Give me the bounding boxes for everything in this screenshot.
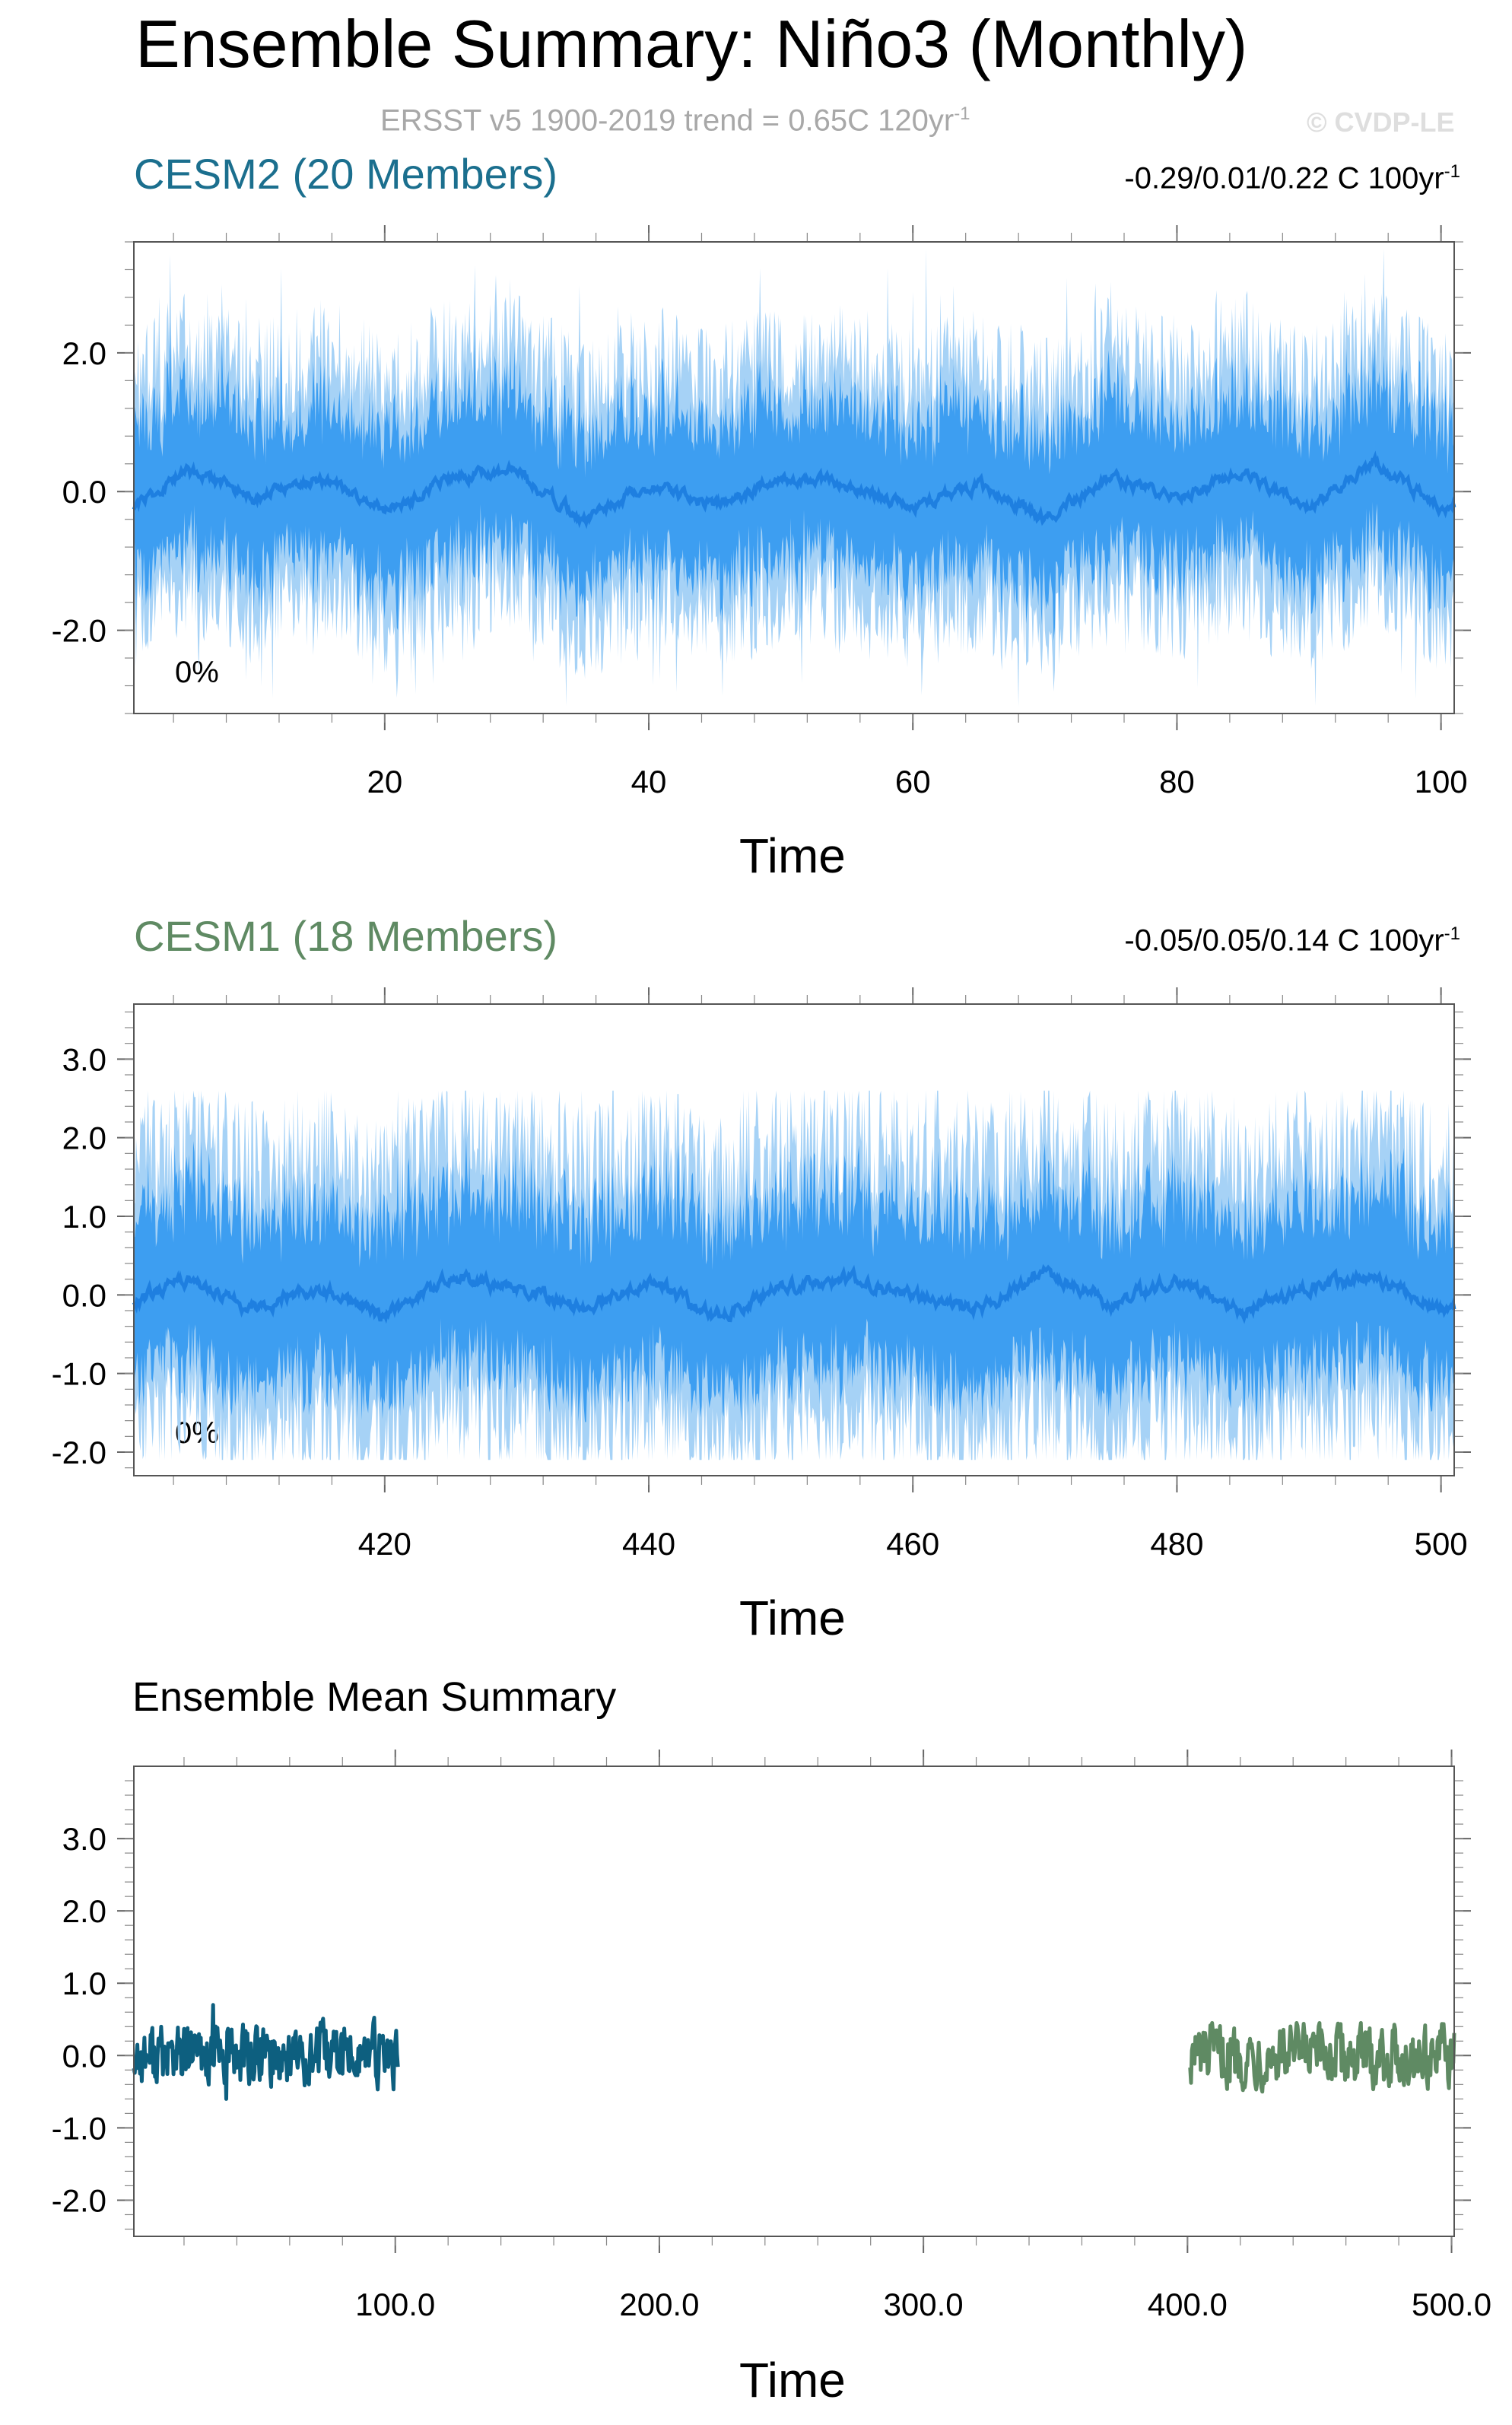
plot-frame	[133, 1766, 1455, 2237]
ytick-label: 1.0	[62, 1966, 106, 2001]
panel2-trend-text: -0.05/0.05/0.14 C 100yr	[1124, 923, 1444, 958]
ytick-label: 0.0	[62, 474, 106, 510]
panel1-xlabel: Time	[739, 828, 846, 883]
plot-frame	[133, 1003, 1455, 1476]
ytick-label: 1.0	[62, 1199, 106, 1235]
subtitle-superscript: -1	[954, 103, 970, 124]
panel1-trend-text: -0.29/0.01/0.22 C 100yr	[1124, 161, 1444, 195]
xtick-label: 40	[631, 764, 667, 799]
xtick-label: 460	[886, 1526, 939, 1562]
panel1-percent: 0%	[175, 656, 219, 689]
ytick-label: -1.0	[52, 1356, 106, 1392]
ensemble-iqr-band	[134, 1136, 1454, 1422]
ytick-label: -2.0	[52, 1435, 106, 1470]
plot-frame	[133, 241, 1455, 714]
xtick-label: 500	[1415, 1526, 1468, 1562]
xtick-label: 80	[1159, 764, 1195, 799]
xtick-label: 500.0	[1412, 2287, 1491, 2322]
xtick-label: 100.0	[355, 2287, 435, 2322]
ytick-label: 2.0	[62, 1893, 106, 1929]
ytick-label: -2.0	[52, 2182, 106, 2218]
xtick-label: 300.0	[884, 2287, 964, 2322]
panel1-trend-sup: -1	[1444, 161, 1460, 182]
xtick-label: 440	[622, 1526, 675, 1562]
ytick-label: 3.0	[62, 1041, 106, 1077]
panel2-title: CESM1 (18 Members)	[134, 912, 558, 960]
ytick-label: 0.0	[62, 2038, 106, 2074]
ytick-label: 0.0	[62, 1277, 106, 1313]
watermark: © CVDP-LE	[1307, 106, 1455, 138]
xtick-label: 100	[1415, 764, 1468, 799]
panel1-title: CESM2 (20 Members)	[134, 150, 558, 198]
panel2-xlabel: Time	[739, 1591, 846, 1645]
ensemble-mean-line	[132, 1263, 1456, 1324]
page-title: Ensemble Summary: Niño3 (Monthly)	[135, 6, 1248, 81]
ytick-label: 3.0	[62, 1821, 106, 1857]
ensemble-mean-line	[132, 450, 1456, 529]
xtick-label: 60	[895, 764, 931, 799]
xtick-label: 200.0	[619, 2287, 699, 2322]
cesm2-mean-line	[132, 2003, 400, 2101]
ytick-label: 2.0	[62, 1120, 106, 1156]
xtick-label: 400.0	[1148, 2287, 1228, 2322]
xtick-label: 480	[1150, 1526, 1203, 1562]
panel2-trend: -0.05/0.05/0.14 C 100yr-1	[1124, 923, 1460, 958]
xtick-label: 420	[358, 1526, 411, 1562]
xtick-label: 20	[367, 764, 402, 799]
page-subtitle: ERSST v5 1900-2019 trend = 0.65C 120yr-1	[380, 103, 970, 138]
panel3-xlabel: Time	[739, 2353, 846, 2408]
ytick-label: 2.0	[62, 335, 106, 371]
subtitle-text: ERSST v5 1900-2019 trend = 0.65C 120yr	[380, 103, 955, 138]
panel2-trend-sup: -1	[1444, 923, 1460, 944]
ytick-label: -2.0	[52, 613, 106, 649]
panel1-trend: -0.29/0.01/0.22 C 100yr-1	[1124, 161, 1460, 195]
ytick-label: -1.0	[52, 2110, 106, 2146]
cesm1-mean-line	[1188, 2021, 1456, 2094]
panel3-title: Ensemble Mean Summary	[132, 1674, 617, 1720]
